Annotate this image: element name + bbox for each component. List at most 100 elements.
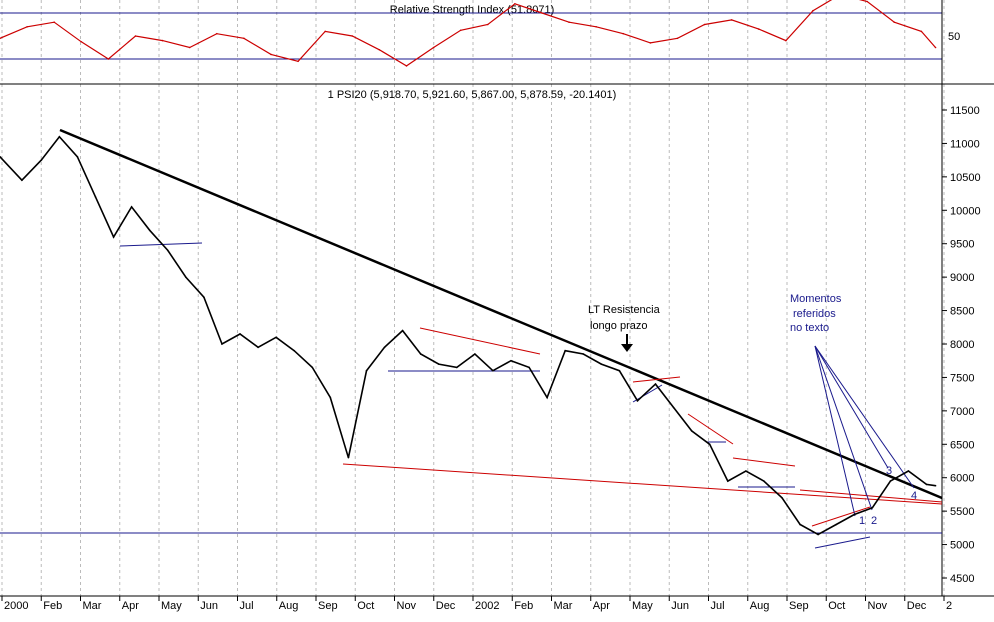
resistance-line-nov	[419, 327, 541, 355]
price-point	[112, 236, 115, 238]
marker-4: 4	[911, 490, 917, 502]
price-point	[456, 366, 458, 369]
x-tick-label: Nov	[397, 600, 417, 612]
price-point	[907, 470, 910, 472]
price-point	[708, 443, 711, 446]
triangle-upper-may	[632, 376, 681, 383]
price-point	[383, 346, 386, 349]
price-point	[853, 513, 856, 516]
price-point	[564, 349, 566, 352]
x-tick-label: Apr	[593, 600, 610, 612]
rsi-point	[378, 49, 381, 51]
price-point	[492, 369, 494, 372]
price-series	[0, 135, 937, 536]
rsi-point	[215, 32, 218, 35]
price-point	[365, 369, 368, 372]
y-tick-label: 10000	[950, 205, 981, 217]
y-tick-label: 11000	[950, 138, 980, 150]
x-tick-label: Jun	[671, 600, 689, 612]
pointer-line-1	[814, 345, 856, 517]
pointer-line-2	[814, 345, 873, 511]
rsi-point	[324, 30, 326, 33]
rsi-point	[405, 65, 408, 67]
rsi-point	[188, 46, 191, 49]
rsi-point	[107, 58, 110, 60]
x-tick-label: Jun	[200, 600, 218, 612]
price-point	[76, 156, 79, 158]
x-tick-label: Mar	[83, 600, 102, 612]
price-point	[148, 229, 151, 232]
rsi-point	[757, 28, 760, 30]
rsi-point	[243, 37, 245, 40]
y-tick-label: 8000	[950, 339, 974, 351]
y-tick-label: 8500	[950, 306, 974, 318]
price-point	[166, 249, 169, 252]
x-tick-label: Jul	[711, 600, 725, 612]
rsi-point	[785, 39, 787, 42]
y-tick-label: 9500	[950, 239, 974, 251]
x-tick-label: Jul	[240, 600, 254, 612]
x-tick-label: Dec	[907, 600, 927, 612]
price-point	[817, 533, 819, 536]
price-point	[40, 159, 43, 161]
price-point	[185, 276, 187, 278]
x-tick-label: Dec	[436, 600, 456, 612]
y-tick-label: 10500	[950, 172, 981, 184]
momentos-label-line1: Momentos	[790, 293, 842, 305]
lt-resistance-label-line2: longo prazo	[590, 320, 648, 332]
price-point	[437, 363, 440, 365]
price-point	[726, 480, 729, 482]
price-point	[94, 196, 97, 198]
price-point	[510, 359, 512, 362]
price-point	[799, 523, 801, 526]
rsi-point	[866, 0, 868, 3]
x-tick-label: May	[161, 600, 182, 612]
price-point	[203, 296, 205, 299]
price-point	[934, 484, 937, 487]
price-point	[474, 353, 476, 355]
trend-drawings	[0, 128, 943, 549]
price-point	[347, 456, 350, 459]
price-point	[401, 329, 404, 332]
price-point	[329, 396, 332, 399]
y-tick-label: 9000	[950, 272, 974, 284]
price-point	[0, 156, 1, 158]
price-axis-ticks: 11500 11000 10500 10000 9500 9000 8500 8000 7500…	[942, 105, 981, 585]
price-series-line	[0, 135, 936, 536]
rsi-point	[541, 12, 543, 14]
x-tick-label: Nov	[868, 600, 888, 612]
price-point	[654, 383, 657, 385]
price-point	[835, 523, 837, 526]
x-tick-label: May	[632, 600, 653, 612]
x-tick-label: Aug	[750, 600, 770, 612]
price-title: 1 PSI20 (5,918.70, 5,921.60, 5,867.00, 5…	[328, 89, 617, 101]
rsi-series-line	[0, 0, 936, 67]
long-term-support-line	[342, 463, 943, 505]
rsi-point	[26, 26, 28, 28]
price-point	[636, 400, 639, 402]
rsi-point	[920, 30, 923, 33]
pointer-line-3	[814, 345, 889, 469]
price-point	[257, 346, 259, 349]
rsi-point	[595, 26, 597, 28]
price-point	[672, 406, 675, 409]
rsi-point	[161, 39, 164, 42]
price-point	[871, 507, 874, 509]
rsi-point	[676, 37, 679, 40]
rsi-tick-label: 50	[948, 31, 960, 43]
marker-2: 2	[871, 515, 877, 527]
rsi-panel: Relative Strength Index (51.8071) 50	[0, 0, 960, 84]
rsi-point	[486, 23, 489, 26]
rsi-point	[703, 23, 706, 26]
x-tick-label: 2000	[4, 600, 28, 612]
price-point	[528, 366, 530, 369]
rsi-point	[53, 21, 55, 24]
price-point	[618, 369, 621, 372]
rsi-point	[297, 60, 299, 63]
resistance-line-jul	[687, 413, 734, 445]
rsi-point	[893, 21, 896, 24]
price-point	[745, 470, 747, 472]
x-tick-label: 2002	[475, 600, 499, 612]
rsi-point	[622, 32, 625, 35]
rsi-series	[0, 0, 937, 67]
